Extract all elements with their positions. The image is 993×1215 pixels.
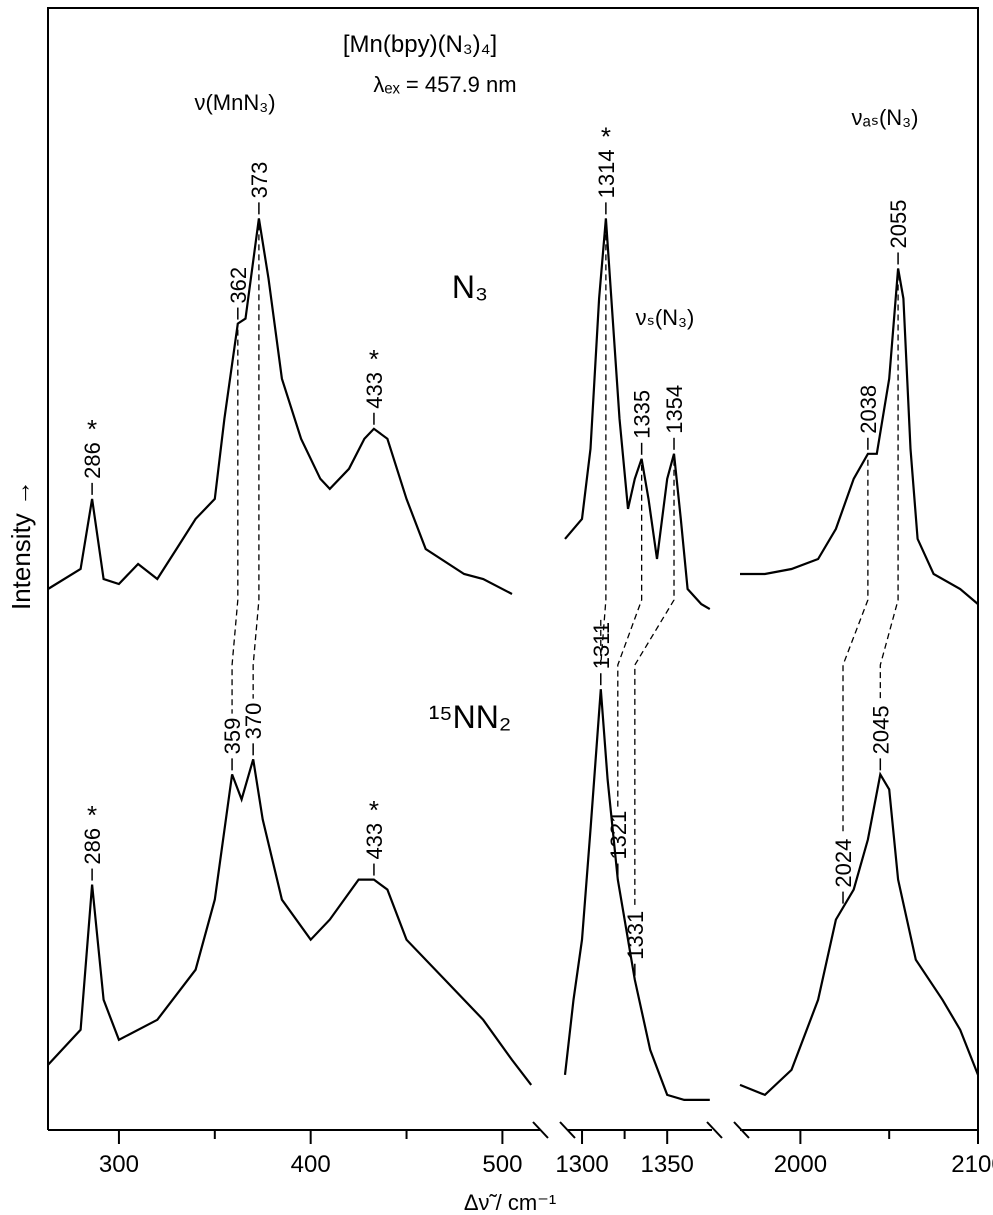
peak-marker: * bbox=[87, 800, 97, 830]
y-axis-label: Intensity → bbox=[6, 480, 36, 610]
spectrum-line bbox=[563, 689, 710, 1101]
peak-label: 286 bbox=[80, 828, 105, 865]
x-tick-label: 300 bbox=[99, 1151, 139, 1178]
peak-label: 1335 bbox=[630, 390, 655, 439]
x-tick-label: 2100 bbox=[951, 1151, 993, 1178]
correlation-line bbox=[617, 464, 643, 807]
series-label: N₃ bbox=[452, 269, 488, 305]
peak-label: 2045 bbox=[868, 705, 893, 754]
peak-label: 2024 bbox=[831, 839, 856, 888]
correlation-line bbox=[600, 224, 607, 666]
spectrum-line bbox=[740, 268, 979, 605]
chart-title: [Mn(bpy)(N₃)₄] bbox=[343, 31, 497, 58]
peak-label: 2038 bbox=[856, 385, 881, 434]
peak-label: 1331 bbox=[623, 911, 648, 960]
peak-label: 1321 bbox=[606, 811, 631, 860]
peak-label: 1354 bbox=[662, 385, 687, 434]
spectrum-line bbox=[739, 771, 980, 1097]
correlation-line bbox=[842, 459, 869, 835]
peak-label: 373 bbox=[247, 162, 272, 199]
chart-subtitle: λₑₓ = 457.9 nm bbox=[373, 72, 516, 97]
peak-marker: * bbox=[369, 795, 379, 825]
spectrum-line bbox=[47, 758, 533, 1086]
series-label: ¹⁵NN₂ bbox=[429, 699, 512, 735]
x-tick-label: 400 bbox=[291, 1151, 331, 1178]
peak-label: 2055 bbox=[886, 200, 911, 249]
peak-label: 433 bbox=[362, 823, 387, 860]
band-label: ν(MnN₃) bbox=[194, 90, 275, 115]
peak-label: 362 bbox=[226, 267, 251, 304]
peak-label: 359 bbox=[220, 718, 245, 755]
peak-label: 1314 bbox=[594, 149, 619, 198]
x-tick-label: 500 bbox=[482, 1151, 522, 1178]
x-tick-label: 1350 bbox=[641, 1151, 694, 1178]
x-tick-label: 2000 bbox=[774, 1151, 827, 1178]
x-axis-label: Δν̃ / cm⁻¹ bbox=[464, 1190, 556, 1215]
band-label: νₛ(N₃) bbox=[636, 305, 695, 330]
peak-label: 286 bbox=[80, 442, 105, 479]
peak-marker: * bbox=[601, 121, 611, 151]
axis-break bbox=[532, 1121, 750, 1139]
peak-marker: * bbox=[369, 344, 379, 374]
band-label: νₐₛ(N₃) bbox=[852, 105, 919, 130]
peak-marker: * bbox=[87, 414, 97, 444]
x-tick-label: 1300 bbox=[555, 1151, 608, 1178]
spectrum-line bbox=[47, 218, 513, 595]
correlation-line bbox=[231, 329, 239, 714]
correlation-line bbox=[879, 274, 899, 702]
spectrum-line bbox=[564, 218, 711, 611]
correlation-line bbox=[634, 459, 675, 907]
frame bbox=[47, 7, 979, 1130]
peak-label: 433 bbox=[362, 372, 387, 409]
peak-label: 370 bbox=[241, 703, 266, 740]
